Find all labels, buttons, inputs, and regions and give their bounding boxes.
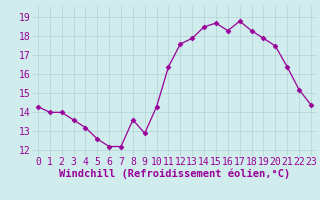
X-axis label: Windchill (Refroidissement éolien,°C): Windchill (Refroidissement éolien,°C) xyxy=(59,169,290,179)
